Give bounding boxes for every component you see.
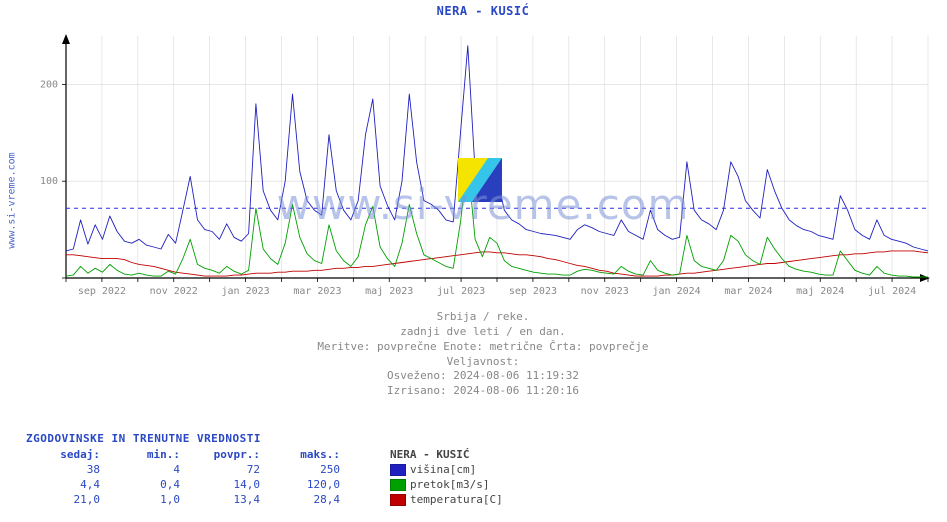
x-tick-label: jul 2023 xyxy=(437,286,485,297)
table-cell: 0,4 xyxy=(106,477,186,492)
table-cell: 120,0 xyxy=(266,477,346,492)
legend-label: višina[cm] xyxy=(410,463,476,476)
table-cell: 72 xyxy=(186,462,266,477)
legend-swatch xyxy=(390,494,406,506)
col-sedaj: sedaj: xyxy=(26,447,106,462)
page-root: www.si-vreme.com NERA - KUSIĆ sep 2022 no… xyxy=(0,0,947,522)
col-maks: maks.: xyxy=(266,447,346,462)
chart-title: NERA - KUSIĆ xyxy=(28,0,938,18)
table-cell: 250 xyxy=(266,462,346,477)
legend-swatch xyxy=(390,479,406,491)
y-tick-label: 100 xyxy=(40,176,58,187)
stats-table: sedaj: min.: povpr.: maks.: NERA - KUSIĆ… xyxy=(26,447,509,507)
legend-cell: višina[cm] xyxy=(378,462,509,477)
stats-section: ZGODOVINSKE IN TRENUTNE VREDNOSTI sedaj:… xyxy=(20,432,927,507)
table-row: 21,01,013,428,4 temperatura[C] xyxy=(26,492,509,507)
x-tick-label: maj 2023 xyxy=(365,286,413,297)
table-spacer xyxy=(346,492,378,507)
legend-label: pretok[m3/s] xyxy=(410,478,489,491)
caption-line: Srbija / reke. xyxy=(28,310,938,325)
table-spacer xyxy=(346,477,378,492)
col-spacer xyxy=(346,447,378,462)
x-tick-label: jul 2024 xyxy=(868,286,916,297)
table-cell: 14,0 xyxy=(186,477,266,492)
table-cell: 4 xyxy=(106,462,186,477)
chart-caption: Srbija / reke. zadnji dve leti / en dan.… xyxy=(28,310,938,399)
x-tick-label: nov 2023 xyxy=(581,286,629,297)
stats-title: ZGODOVINSKE IN TRENUTNE VREDNOSTI xyxy=(20,432,927,445)
x-tick-label: mar 2024 xyxy=(724,286,772,297)
site-link[interactable]: www.si-vreme.com xyxy=(7,152,18,248)
table-row: 38472250 višina[cm] xyxy=(26,462,509,477)
site-label-vertical: www.si-vreme.com xyxy=(4,0,20,400)
table-cell: 4,4 xyxy=(26,477,106,492)
table-row: 4,40,414,0120,0 pretok[m3/s] xyxy=(26,477,509,492)
caption-line: Meritve: povprečne Enote: metrične Črta:… xyxy=(28,340,938,355)
caption-line: Izrisano: 2024-08-06 11:20:16 xyxy=(28,384,938,399)
line-chart: sep 2022 nov 2022 jan 2023 mar 2023 maj 2023… xyxy=(28,18,938,308)
legend-label: temperatura[C] xyxy=(410,493,503,506)
table-cell: 28,4 xyxy=(266,492,346,507)
col-min: min.: xyxy=(106,447,186,462)
legend-swatch xyxy=(390,464,406,476)
x-tick-label: sep 2022 xyxy=(78,286,126,297)
table-cell: 13,4 xyxy=(186,492,266,507)
caption-line: Veljavnost: xyxy=(28,355,938,370)
table-spacer xyxy=(346,462,378,477)
caption-line: zadnji dve leti / en dan. xyxy=(28,325,938,340)
col-povpr: povpr.: xyxy=(186,447,266,462)
x-tick-label: nov 2022 xyxy=(150,286,198,297)
table-cell: 1,0 xyxy=(106,492,186,507)
y-tick-label: 200 xyxy=(40,79,58,90)
table-cell: 38 xyxy=(26,462,106,477)
table-cell: 21,0 xyxy=(26,492,106,507)
chart-container: NERA - KUSIĆ sep 2022 nov 2022 jan 2023 mar… xyxy=(28,0,938,400)
x-tick-label: jan 2023 xyxy=(221,286,269,297)
station-label: NERA - KUSIĆ xyxy=(378,447,509,462)
x-tick-label: maj 2024 xyxy=(796,286,844,297)
x-tick-label: sep 2023 xyxy=(509,286,557,297)
caption-line: Osveženo: 2024-08-06 11:19:32 xyxy=(28,369,938,384)
x-tick-label: jan 2024 xyxy=(652,286,700,297)
legend-cell: temperatura[C] xyxy=(378,492,509,507)
legend-cell: pretok[m3/s] xyxy=(378,477,509,492)
stats-header-row: sedaj: min.: povpr.: maks.: NERA - KUSIĆ xyxy=(26,447,509,462)
x-tick-label: mar 2023 xyxy=(293,286,341,297)
